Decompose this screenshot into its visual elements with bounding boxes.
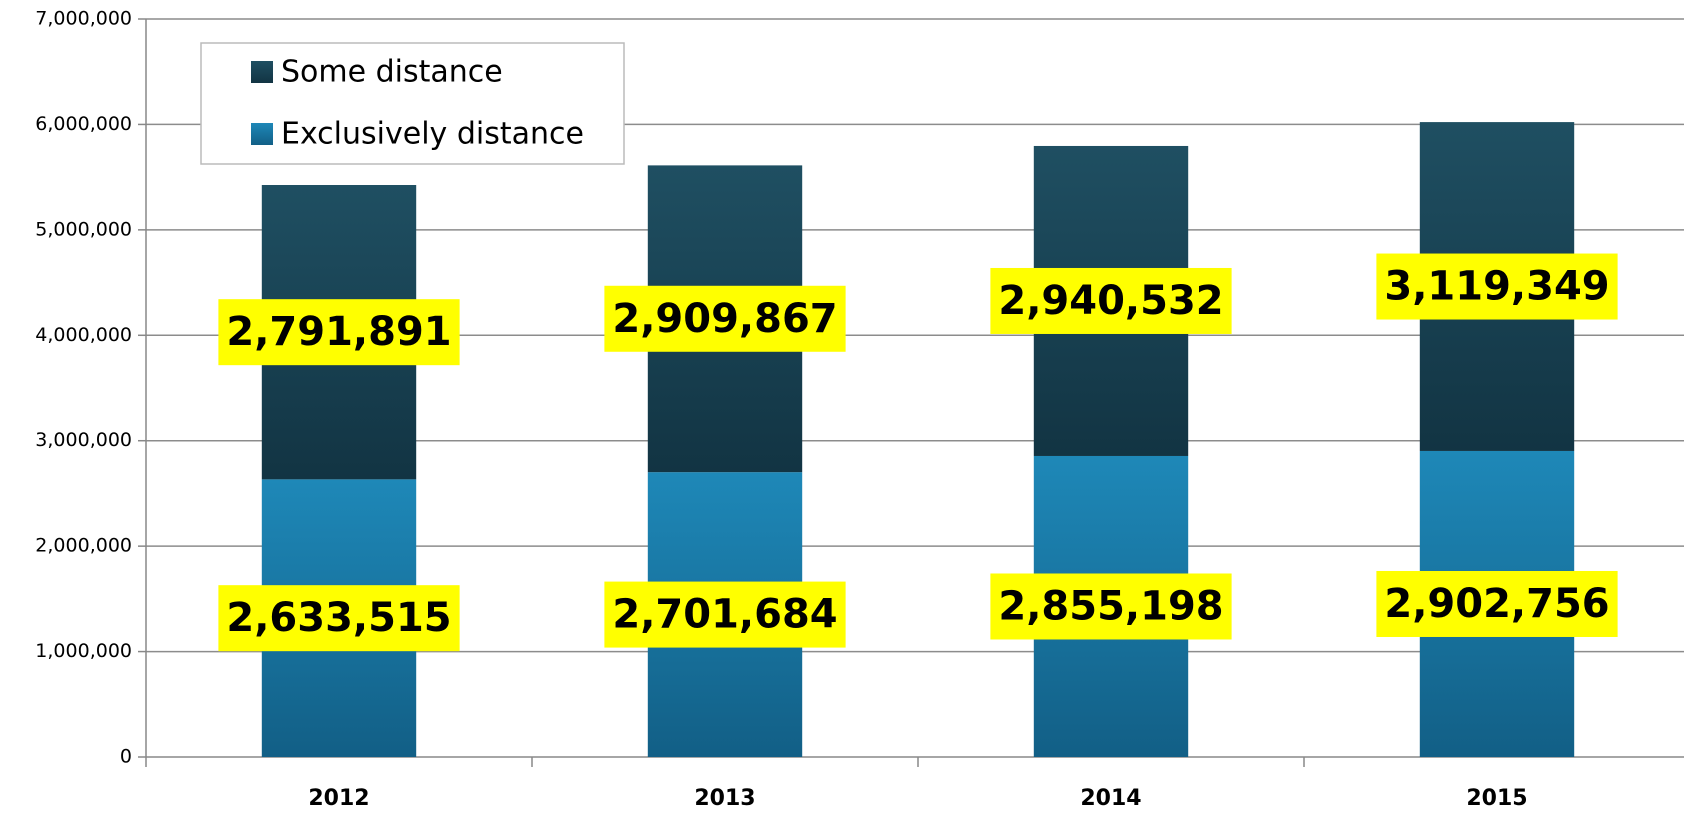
data-label-bg bbox=[1376, 253, 1618, 320]
y-tick-label: 2,000,000 bbox=[35, 535, 132, 557]
data-label: 2,791,891 bbox=[226, 309, 451, 355]
y-tick-label: 5,000,000 bbox=[35, 218, 132, 240]
data-label-bg bbox=[218, 585, 460, 652]
data-label-group: 3,119,349 bbox=[1376, 253, 1618, 320]
data-label-bg bbox=[1376, 570, 1618, 637]
data-label-bg bbox=[990, 573, 1232, 640]
y-tick-label: 6,000,000 bbox=[35, 113, 132, 135]
data-label-group: 2,940,532 bbox=[990, 267, 1232, 334]
data-label-bg bbox=[604, 581, 846, 648]
data-label-group: 2,633,515 bbox=[218, 585, 460, 652]
data-label: 2,855,198 bbox=[998, 583, 1223, 629]
data-label-group: 2,701,684 bbox=[604, 581, 846, 648]
x-tick-label: 2014 bbox=[1080, 786, 1141, 811]
data-label: 2,902,756 bbox=[1384, 581, 1609, 627]
data-label: 2,940,532 bbox=[998, 278, 1223, 324]
x-tick-label: 2013 bbox=[694, 786, 755, 811]
data-label-group: 2,855,198 bbox=[990, 573, 1232, 640]
data-label-bg bbox=[604, 285, 846, 352]
x-tick-label: 2015 bbox=[1466, 786, 1527, 811]
legend-label: Some distance bbox=[281, 55, 503, 90]
data-label-group: 2,791,891 bbox=[218, 299, 460, 366]
data-label: 2,701,684 bbox=[612, 592, 837, 638]
legend-swatch bbox=[251, 123, 273, 145]
y-tick-label: 7,000,000 bbox=[35, 8, 132, 30]
y-tick-label: 0 bbox=[120, 746, 132, 768]
data-label: 2,909,867 bbox=[612, 296, 837, 342]
data-label-group: 2,902,756 bbox=[1376, 570, 1618, 637]
legend: Some distance Exclusively distance bbox=[200, 42, 625, 165]
data-label: 3,119,349 bbox=[1384, 264, 1609, 310]
y-tick-label: 4,000,000 bbox=[35, 324, 132, 346]
data-label-bg bbox=[218, 299, 460, 366]
data-label-group: 2,909,867 bbox=[604, 285, 846, 352]
y-tick-label: 3,000,000 bbox=[35, 429, 132, 451]
x-tick-label: 2012 bbox=[308, 786, 369, 811]
legend-label: Exclusively distance bbox=[281, 117, 584, 152]
legend-swatch bbox=[251, 61, 273, 83]
data-label-bg bbox=[990, 267, 1232, 334]
data-label: 2,633,515 bbox=[226, 595, 451, 641]
y-tick-label: 1,000,000 bbox=[35, 640, 132, 662]
